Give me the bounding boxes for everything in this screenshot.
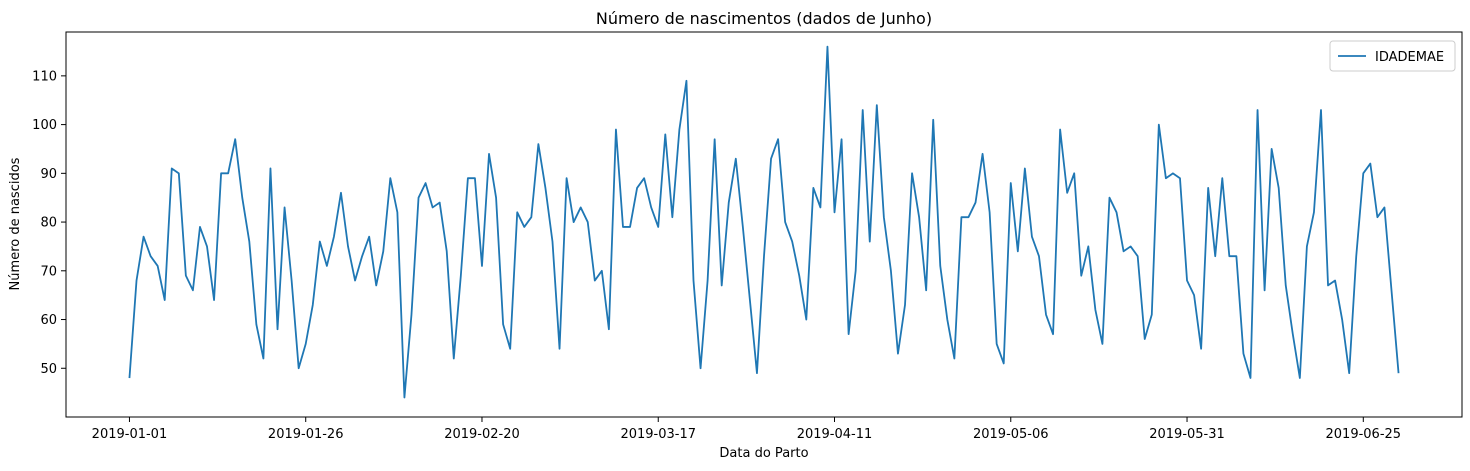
y-tick-label: 80 <box>40 216 57 231</box>
x-tick-label: 2019-05-06 <box>973 427 1049 442</box>
y-tick-label: 70 <box>40 264 57 279</box>
legend: IDADEMAE <box>1329 40 1456 72</box>
x-tick-label: 2019-06-25 <box>1326 427 1402 442</box>
x-tick-label: 2019-01-01 <box>92 427 168 442</box>
y-axis: 50 60 70 80 90 100 110 <box>32 69 66 377</box>
y-axis-label: Número de nascidos <box>8 157 23 290</box>
x-axis: 2019-01-01 2019-01-26 2019-02-20 2019-03-17… <box>92 417 1401 442</box>
legend-box <box>1329 40 1456 72</box>
y-tick-label: 100 <box>32 118 57 133</box>
x-tick-label: 2019-03-17 <box>620 427 696 442</box>
chart-title: Número de nascimentos (dados de Junho) <box>596 9 932 28</box>
x-tick-label: 2019-05-31 <box>1149 427 1225 442</box>
y-tick-label: 50 <box>40 362 57 377</box>
plot-area <box>65 31 1463 418</box>
y-tick-label: 60 <box>40 313 57 328</box>
x-tick-label: 2019-02-20 <box>444 427 520 442</box>
y-tick-label: 90 <box>40 167 57 182</box>
legend-label-idademae: IDADEMAE <box>1375 50 1444 65</box>
x-axis-label: Data do Parto <box>719 446 808 461</box>
x-tick-label: 2019-01-26 <box>268 427 344 442</box>
series-line-idademae <box>128 45 1400 399</box>
y-tick-label: 110 <box>32 69 57 84</box>
x-tick-label: 2019-04-11 <box>797 427 873 442</box>
